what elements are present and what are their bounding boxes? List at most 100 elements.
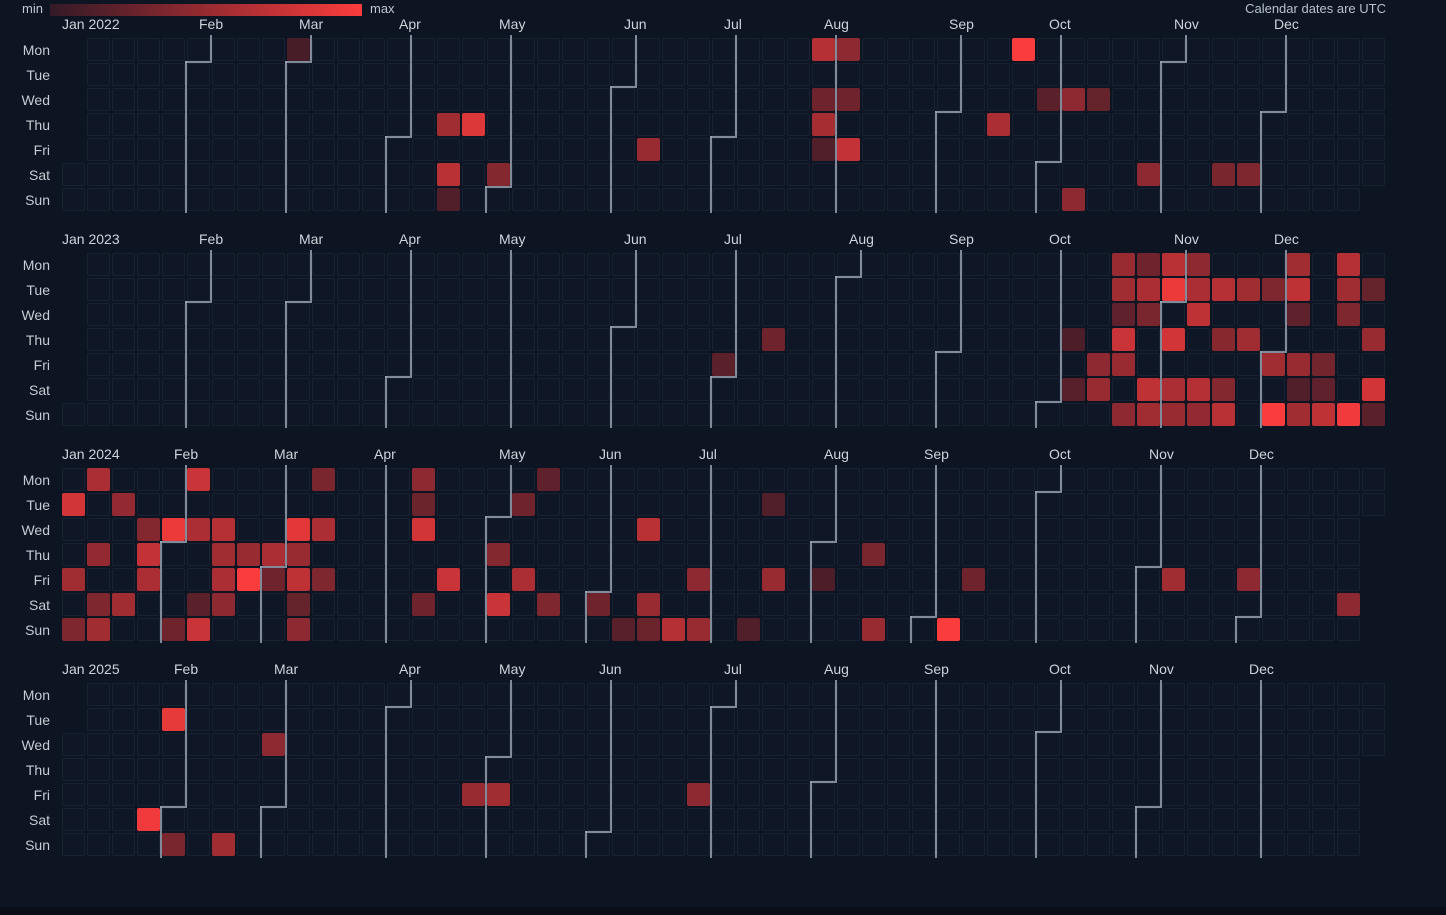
heatmap-cell[interactable] — [462, 403, 485, 426]
heatmap-cell[interactable] — [912, 708, 935, 731]
heatmap-cell[interactable] — [787, 708, 810, 731]
heatmap-cell[interactable] — [362, 138, 385, 161]
heatmap-cell[interactable] — [812, 468, 835, 491]
heatmap-cell[interactable] — [1312, 278, 1335, 301]
heatmap-cell[interactable] — [237, 163, 260, 186]
heatmap-cell[interactable] — [1262, 593, 1285, 616]
heatmap-cell[interactable] — [912, 378, 935, 401]
heatmap-cell[interactable] — [1137, 303, 1160, 326]
heatmap-cell[interactable] — [462, 783, 485, 806]
heatmap-cell[interactable] — [862, 808, 885, 831]
heatmap-cell[interactable] — [212, 783, 235, 806]
heatmap-cell[interactable] — [662, 518, 685, 541]
heatmap-cell[interactable] — [387, 593, 410, 616]
heatmap-cell[interactable] — [1037, 138, 1060, 161]
heatmap-cell[interactable] — [112, 353, 135, 376]
heatmap-cell[interactable] — [387, 188, 410, 211]
heatmap-cell[interactable] — [362, 618, 385, 641]
heatmap-cell[interactable] — [287, 188, 310, 211]
heatmap-cell[interactable] — [812, 708, 835, 731]
heatmap-cell[interactable] — [1037, 253, 1060, 276]
heatmap-cell[interactable] — [762, 88, 785, 111]
heatmap-cell[interactable] — [1312, 518, 1335, 541]
heatmap-cell[interactable] — [1087, 833, 1110, 856]
heatmap-cell[interactable] — [562, 543, 585, 566]
heatmap-cell[interactable] — [337, 378, 360, 401]
heatmap-cell[interactable] — [887, 758, 910, 781]
heatmap-cell[interactable] — [62, 733, 85, 756]
heatmap-cell[interactable] — [937, 328, 960, 351]
heatmap-cell[interactable] — [287, 683, 310, 706]
heatmap-cell[interactable] — [1262, 493, 1285, 516]
heatmap-cell[interactable] — [487, 493, 510, 516]
heatmap-cell[interactable] — [1037, 403, 1060, 426]
heatmap-cell[interactable] — [812, 493, 835, 516]
heatmap-cell[interactable] — [187, 758, 210, 781]
heatmap-cell[interactable] — [412, 328, 435, 351]
heatmap-cell[interactable] — [1087, 568, 1110, 591]
heatmap-cell[interactable] — [1137, 618, 1160, 641]
heatmap-cell[interactable] — [112, 253, 135, 276]
heatmap-cell[interactable] — [1287, 683, 1310, 706]
heatmap-cell[interactable] — [1037, 378, 1060, 401]
heatmap-cell[interactable] — [837, 38, 860, 61]
heatmap-cell[interactable] — [462, 278, 485, 301]
heatmap-cell[interactable] — [862, 618, 885, 641]
heatmap-cell[interactable] — [987, 328, 1010, 351]
heatmap-cell[interactable] — [887, 253, 910, 276]
heatmap-cell[interactable] — [887, 568, 910, 591]
heatmap-cell[interactable] — [1212, 783, 1235, 806]
heatmap-cell[interactable] — [262, 568, 285, 591]
heatmap-cell[interactable] — [1312, 618, 1335, 641]
heatmap-cell[interactable] — [1187, 468, 1210, 491]
heatmap-cell[interactable] — [412, 353, 435, 376]
heatmap-cell[interactable] — [262, 758, 285, 781]
heatmap-cell[interactable] — [612, 783, 635, 806]
heatmap-cell[interactable] — [562, 353, 585, 376]
heatmap-cell[interactable] — [112, 593, 135, 616]
heatmap-cell[interactable] — [437, 833, 460, 856]
heatmap-cell[interactable] — [962, 783, 985, 806]
heatmap-cell[interactable] — [1187, 303, 1210, 326]
heatmap-cell[interactable] — [1162, 353, 1185, 376]
heatmap-cell[interactable] — [662, 758, 685, 781]
heatmap-cell[interactable] — [812, 378, 835, 401]
heatmap-cell[interactable] — [1012, 493, 1035, 516]
heatmap-cell[interactable] — [937, 303, 960, 326]
heatmap-cell[interactable] — [687, 758, 710, 781]
heatmap-cell[interactable] — [387, 38, 410, 61]
heatmap-cell[interactable] — [1237, 403, 1260, 426]
heatmap-cell[interactable] — [437, 328, 460, 351]
heatmap-cell[interactable] — [337, 138, 360, 161]
heatmap-cell[interactable] — [62, 518, 85, 541]
heatmap-cell[interactable] — [512, 353, 535, 376]
heatmap-cell[interactable] — [187, 543, 210, 566]
heatmap-cell[interactable] — [962, 708, 985, 731]
heatmap-cell[interactable] — [662, 188, 685, 211]
heatmap-cell[interactable] — [612, 683, 635, 706]
heatmap-cell[interactable] — [1137, 113, 1160, 136]
heatmap-cell[interactable] — [387, 403, 410, 426]
heatmap-cell[interactable] — [612, 568, 635, 591]
heatmap-cell[interactable] — [762, 328, 785, 351]
heatmap-cell[interactable] — [812, 138, 835, 161]
heatmap-cell[interactable] — [162, 253, 185, 276]
heatmap-cell[interactable] — [412, 88, 435, 111]
heatmap-cell[interactable] — [337, 833, 360, 856]
heatmap-cell[interactable] — [187, 113, 210, 136]
heatmap-cell[interactable] — [112, 303, 135, 326]
heatmap-cell[interactable] — [812, 543, 835, 566]
heatmap-cell[interactable] — [137, 113, 160, 136]
heatmap-cell[interactable] — [512, 88, 535, 111]
heatmap-cell[interactable] — [287, 618, 310, 641]
heatmap-cell[interactable] — [162, 568, 185, 591]
heatmap-cell[interactable] — [1262, 618, 1285, 641]
heatmap-cell[interactable] — [1287, 493, 1310, 516]
heatmap-cell[interactable] — [837, 403, 860, 426]
heatmap-cell[interactable] — [737, 63, 760, 86]
heatmap-cell[interactable] — [587, 378, 610, 401]
heatmap-cell[interactable] — [962, 353, 985, 376]
heatmap-cell[interactable] — [1212, 618, 1235, 641]
heatmap-cell[interactable] — [537, 403, 560, 426]
heatmap-cell[interactable] — [62, 468, 85, 491]
